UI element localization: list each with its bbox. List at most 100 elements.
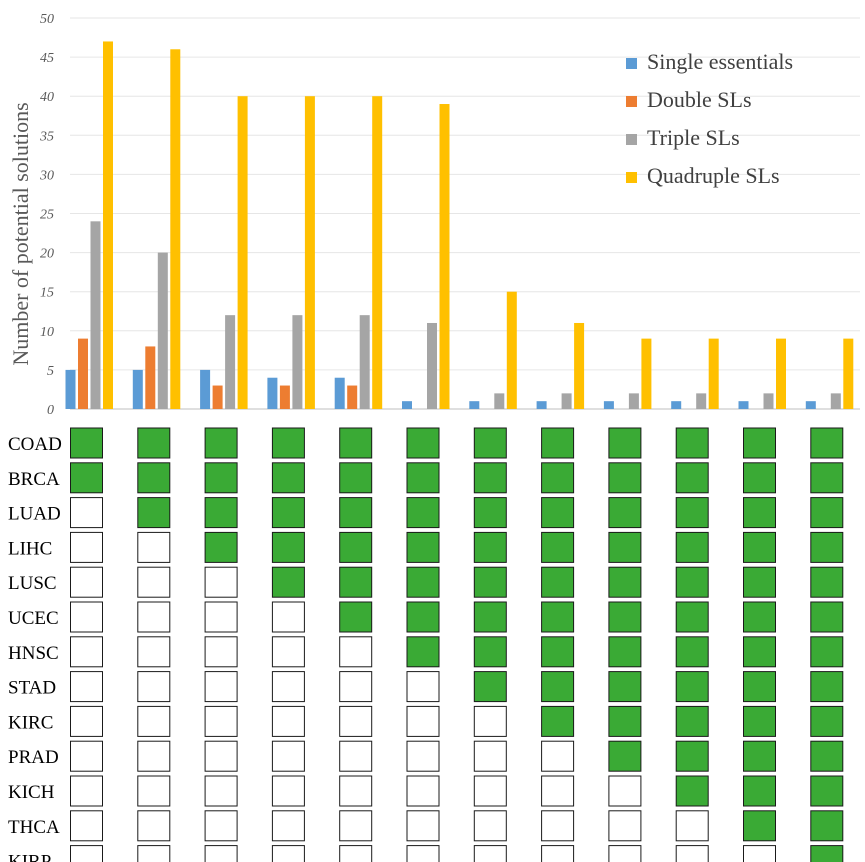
cell-included — [204, 462, 238, 494]
cell-included — [541, 427, 575, 459]
bar — [279, 385, 290, 409]
bar — [157, 252, 168, 409]
cell-excluded — [204, 566, 238, 598]
bar — [763, 393, 774, 409]
cell-included — [541, 705, 575, 737]
cell-included — [473, 531, 507, 563]
cell-included — [406, 462, 440, 494]
legend-swatch — [626, 134, 637, 145]
cell-included — [743, 497, 776, 529]
cell-excluded — [608, 810, 642, 842]
cell-excluded — [406, 671, 440, 703]
cell-excluded — [271, 810, 305, 842]
cell-included — [339, 531, 373, 563]
cell-included — [675, 705, 709, 737]
cell-included — [743, 705, 776, 737]
cell-excluded — [271, 671, 305, 703]
cell-included — [675, 740, 709, 772]
cell-included — [406, 531, 440, 563]
cell-included — [473, 636, 507, 668]
cell-included — [271, 497, 305, 529]
cell-excluded — [204, 740, 238, 772]
y-tick-label: 35 — [39, 129, 54, 144]
bar — [347, 385, 358, 409]
cell-included — [339, 601, 373, 633]
cell-excluded — [339, 636, 373, 668]
cell-included — [810, 705, 844, 737]
cell-excluded — [608, 775, 642, 807]
legend-label: Double SLs — [647, 87, 752, 112]
cancer-inclusion-matrix: COAD BRCA LUAD LIHC LUSC UCEC HNSC STAD KIRC PRAD… — [8, 427, 844, 862]
cell-included — [541, 671, 575, 703]
cell-excluded — [204, 636, 238, 668]
cell-included — [541, 566, 575, 598]
cell-included — [473, 671, 507, 703]
legend-swatch — [626, 172, 637, 183]
cell-excluded — [406, 775, 440, 807]
bar — [90, 221, 101, 409]
cell-included — [743, 775, 776, 807]
y-tick-label: 0 — [47, 403, 54, 418]
cell-included — [675, 427, 709, 459]
cell-included — [473, 497, 507, 529]
bar — [830, 393, 841, 409]
cell-included — [70, 462, 103, 494]
cell-included — [743, 810, 776, 842]
cell-included — [70, 427, 103, 459]
bar — [212, 385, 223, 409]
bar — [439, 104, 450, 410]
cell-excluded — [675, 810, 709, 842]
cell-excluded — [204, 671, 238, 703]
cell-excluded — [137, 636, 171, 668]
row-label: KIRC — [8, 712, 53, 733]
cell-excluded — [137, 775, 171, 807]
cell-included — [810, 845, 844, 862]
cell-excluded — [70, 671, 103, 703]
cell-excluded — [137, 566, 171, 598]
cell-included — [608, 705, 642, 737]
y-tick-label: 50 — [40, 12, 54, 27]
y-tick-label: 20 — [40, 247, 54, 262]
bar — [372, 96, 383, 409]
cell-included — [541, 636, 575, 668]
cell-included — [204, 497, 238, 529]
cell-included — [271, 566, 305, 598]
y-tick-label: 40 — [40, 90, 54, 105]
bar — [843, 338, 854, 409]
gridlines — [70, 17, 860, 410]
cell-excluded — [608, 845, 642, 862]
cell-included — [743, 531, 776, 563]
bar — [225, 315, 236, 409]
bar — [671, 401, 682, 409]
bar — [628, 393, 639, 409]
cell-included — [675, 531, 709, 563]
y-tick-label: 15 — [40, 286, 54, 301]
cell-excluded — [271, 845, 305, 862]
bar — [103, 41, 113, 410]
cell-included — [137, 427, 171, 459]
row-label: KIRP — [8, 852, 51, 862]
bar — [237, 96, 248, 409]
cell-included — [608, 427, 642, 459]
bar — [708, 338, 719, 409]
cell-included — [743, 566, 776, 598]
cell-included — [810, 810, 844, 842]
bar — [536, 401, 547, 409]
cell-included — [743, 462, 776, 494]
cell-excluded — [204, 845, 238, 862]
y-tick-label: 5 — [47, 364, 54, 379]
cell-included — [541, 531, 575, 563]
legend-swatch — [626, 96, 637, 107]
cell-excluded — [743, 845, 776, 862]
cell-included — [541, 601, 575, 633]
bar — [641, 338, 652, 409]
cell-excluded — [137, 671, 171, 703]
cell-excluded — [541, 810, 575, 842]
bar — [132, 369, 143, 409]
bar — [561, 393, 572, 409]
y-axis-label: Number of potential solutions — [8, 102, 33, 365]
cell-excluded — [541, 845, 575, 862]
legend-label: Quadruple SLs — [647, 163, 780, 188]
cell-included — [406, 427, 440, 459]
